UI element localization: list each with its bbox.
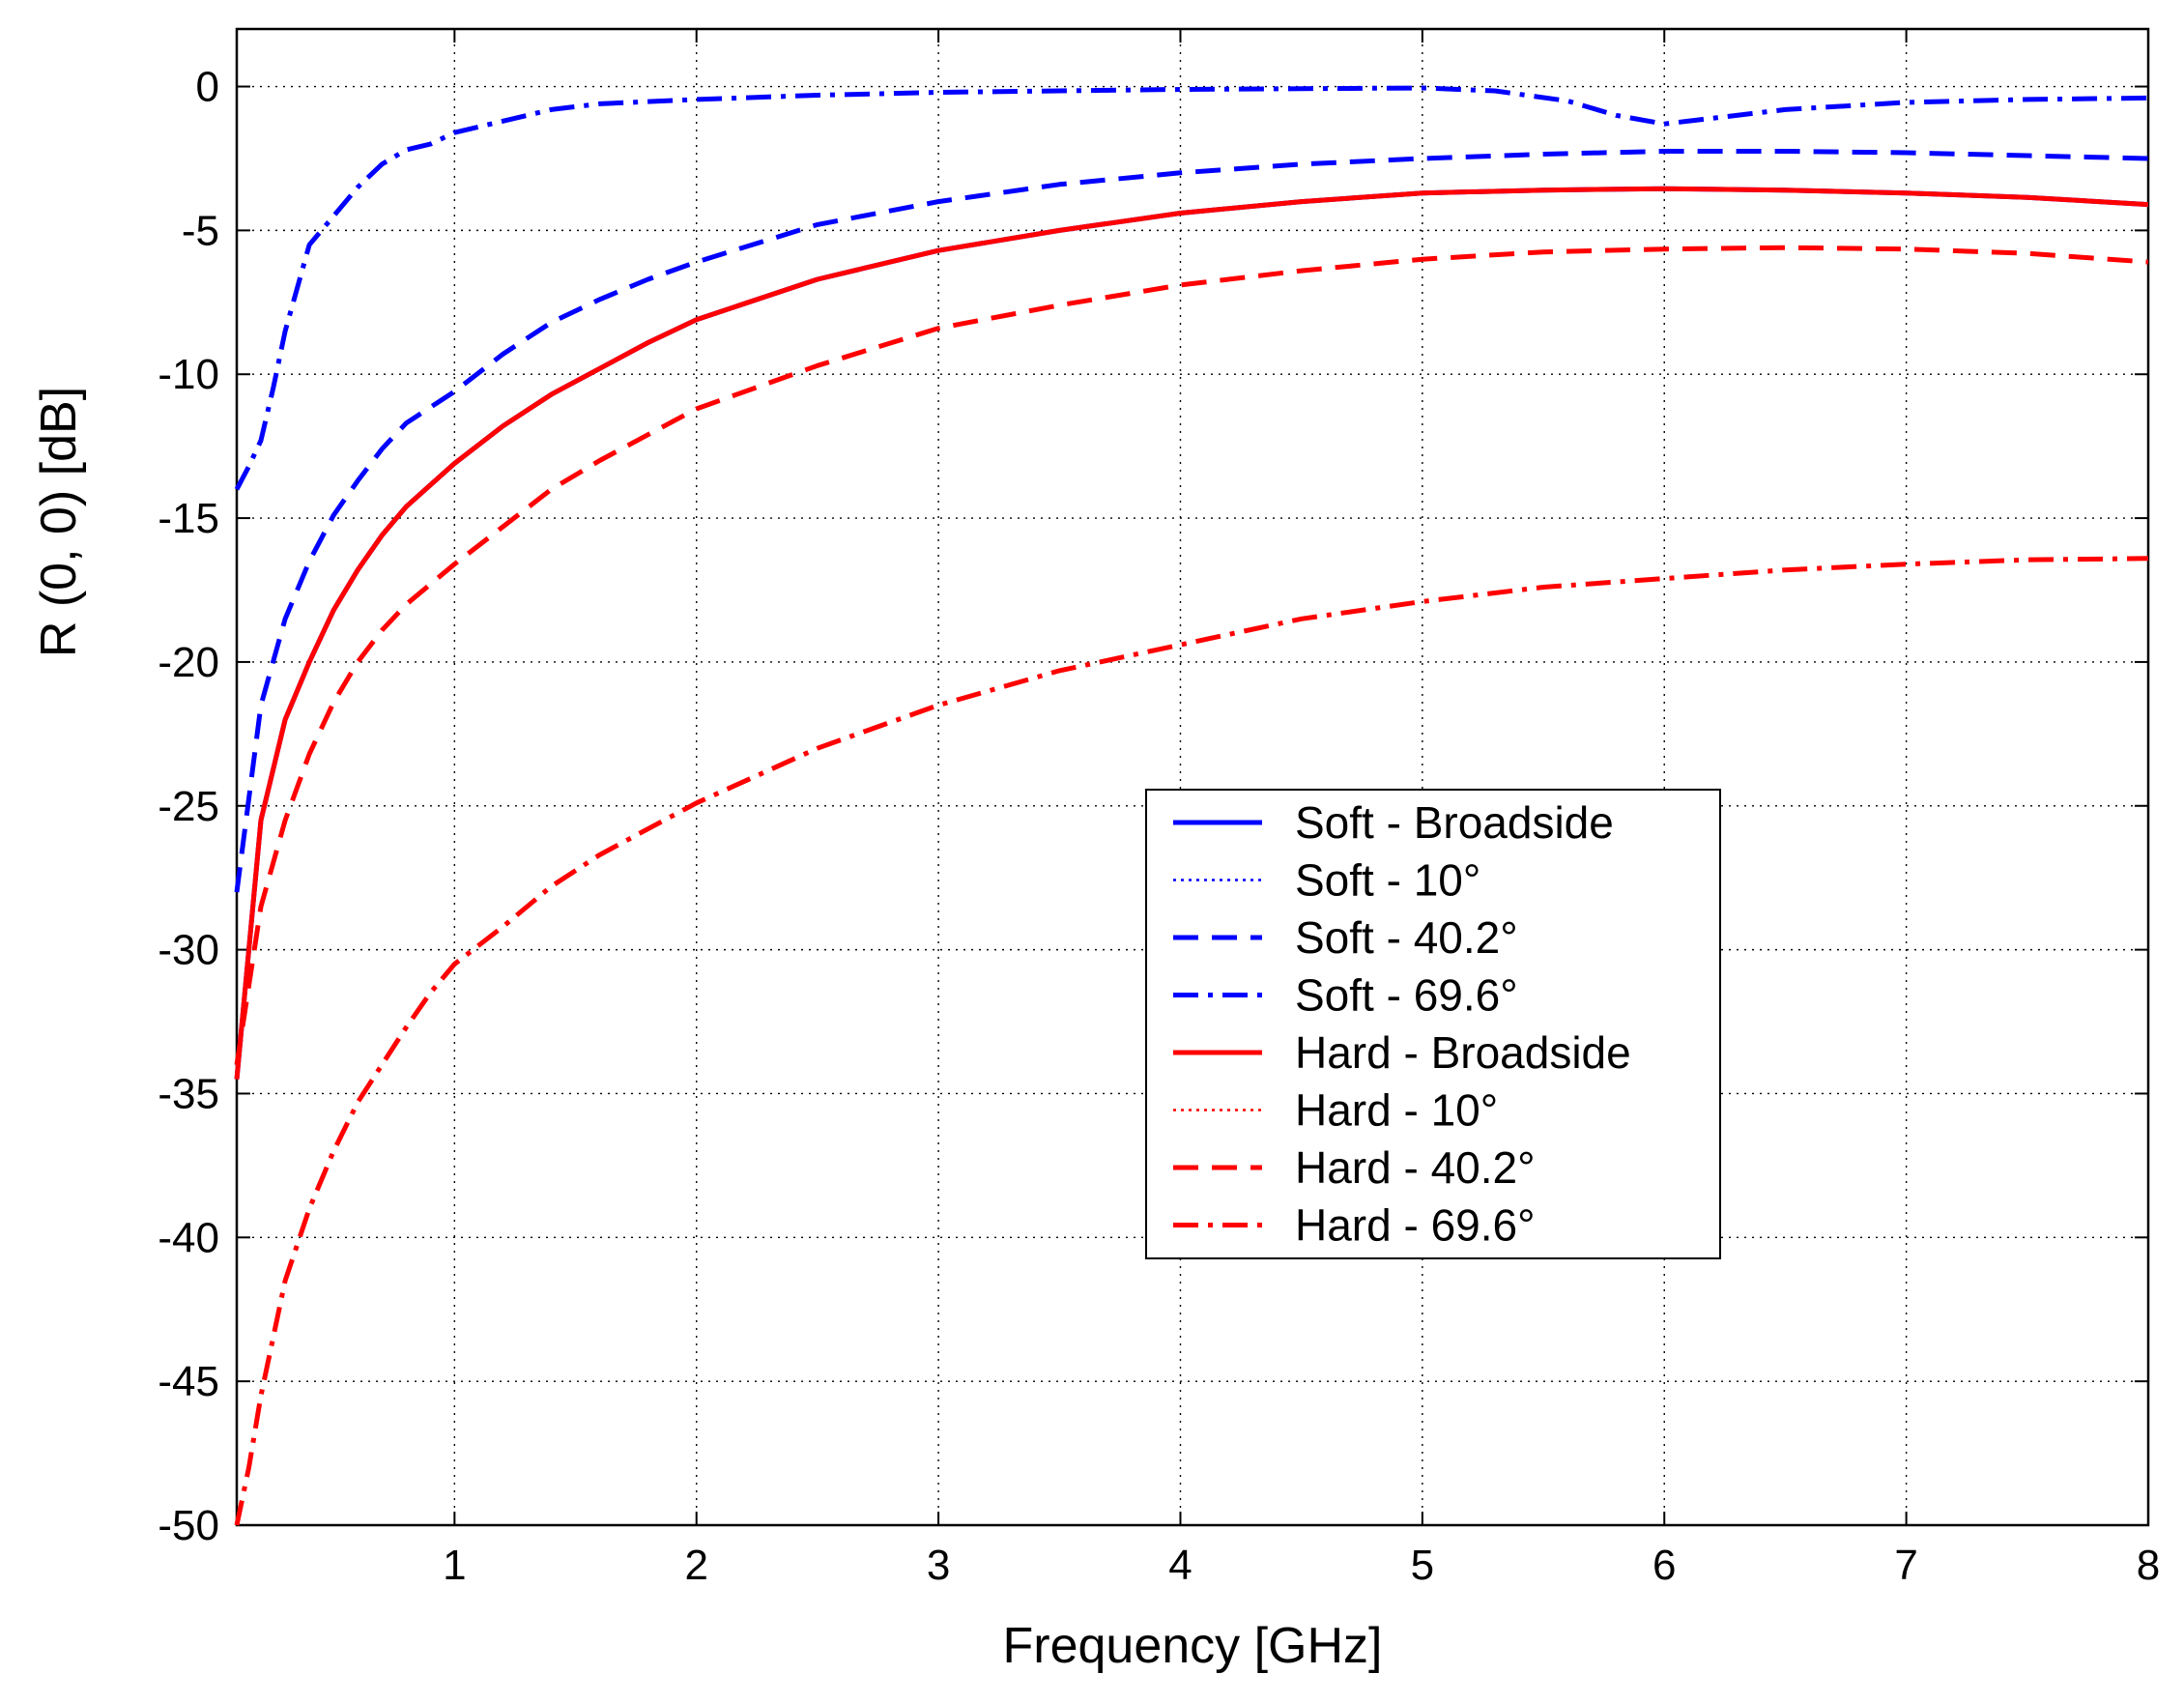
y-tick-label: 0 (196, 64, 219, 111)
y-tick-label: -15 (158, 495, 219, 542)
plot-area-frame (235, 27, 2150, 1527)
legend-entry-label: Hard - 10° (1295, 1085, 1498, 1136)
legend-entry-label: Hard - 69.6° (1295, 1200, 1536, 1251)
x-tick-label: 3 (927, 1542, 950, 1589)
legend-entry-label: Soft - Broadside (1295, 797, 1614, 848)
legend-entry-label: Soft - 69.6° (1295, 970, 1518, 1021)
legend-entry-label: Soft - 40.2° (1295, 912, 1518, 963)
series-line-4 (234, 85, 2149, 491)
x-tick-label: 5 (1411, 1542, 1434, 1589)
y-tick-label: -30 (158, 927, 219, 974)
x-tick-label: 6 (1652, 1542, 1676, 1589)
y-tick-label: -50 (158, 1502, 219, 1549)
y-tick-label: -25 (158, 783, 219, 830)
series-lines (234, 85, 2149, 1526)
legend: Soft - Broadside Soft - 10° Soft - 40.2° So… (1145, 789, 1721, 1259)
series-line-7 (234, 245, 2149, 1066)
y-tick-label: -45 (158, 1358, 219, 1405)
legend-entry-label: Soft - 10° (1295, 855, 1480, 906)
y-tick-label: -10 (158, 351, 219, 398)
legend-entry-label: Hard - 40.2° (1295, 1142, 1536, 1193)
x-axis-title: Frequency [GHz] (1002, 1618, 1382, 1674)
y-tick-label: -20 (158, 639, 219, 686)
x-tick-label: 1 (443, 1542, 466, 1589)
series-line-6 (235, 187, 2149, 1080)
legend-box (1145, 789, 1721, 1259)
series-line-3 (234, 149, 2149, 893)
x-tick-label: 4 (1168, 1542, 1192, 1589)
x-tick-label: 7 (1894, 1542, 1917, 1589)
axis-ticks: 1 2 3 4 5 6 7 8 0 -5 -10 -15 -20 -25 -30 -35 -40 -45 -50 (158, 29, 2160, 1589)
series-line-8 (234, 556, 2149, 1526)
y-tick-label: -40 (158, 1214, 219, 1261)
legend-entry-label: Hard - Broadside (1295, 1027, 1631, 1078)
x-tick-label: 8 (2137, 1542, 2160, 1589)
y-tick-label: -35 (158, 1070, 219, 1117)
y-tick-label: -5 (182, 207, 219, 254)
x-tick-label: 2 (684, 1542, 707, 1589)
y-axis-title: R (0, 0) [dB] (31, 387, 87, 657)
